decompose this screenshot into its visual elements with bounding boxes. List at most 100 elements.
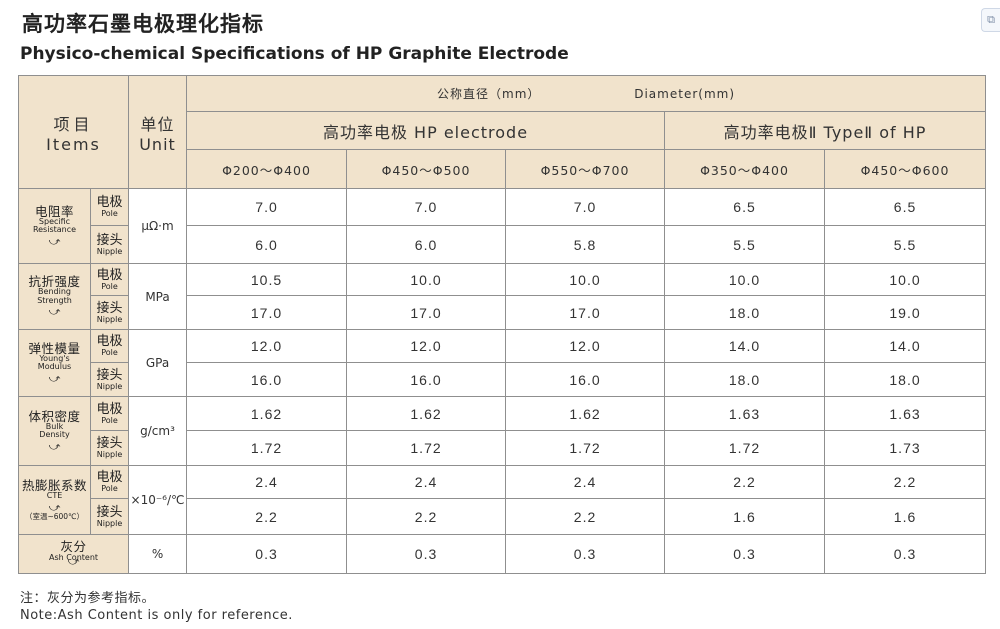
arrow-icon: ⤻ (67, 554, 80, 568)
arrow-icon: ⤻ (48, 500, 61, 514)
value-cell: 6.5 (824, 188, 987, 226)
table-row: 体积密度 Bulk Density ⤻ 电极 Pole g/cm³ 1.62 1.62 1.62 1… (18, 396, 987, 466)
value-cell: 5.5 (664, 225, 826, 264)
sub-label-nipple: 接头 Nipple (89, 498, 130, 535)
page-subtitle: Physico-chemical Specifications of HP Gr… (20, 44, 569, 64)
table-row: 热膨胀系数 CTE ⤻ （室温~600℃） 电极 Pole ×10⁻⁶/℃ 2.4 2.4 2.4… (18, 465, 987, 535)
value-cell: 0.3 (186, 534, 348, 574)
value-cell: 1.62 (505, 396, 666, 431)
value-cell: 2.2 (346, 498, 507, 535)
value-cell: 10.0 (824, 263, 987, 296)
value-cell: 2.4 (505, 465, 666, 499)
table-row: 接头 Nipple 6.0 6.0 5.8 5.5 5.5 (19, 225, 987, 264)
table-row: 接头 Nipple 2.2 2.2 2.2 1.6 1.6 (19, 498, 987, 535)
unit-header: 单位 Unit (128, 75, 188, 189)
value-cell: 2.4 (346, 465, 507, 499)
page-title: 高功率石墨电极理化指标 (22, 12, 264, 36)
size-col-4: Φ350～Φ400 (664, 149, 826, 189)
value-cell: 1.63 (824, 396, 987, 431)
value-cell: 10.0 (505, 263, 666, 296)
value-cell: 0.3 (664, 534, 826, 574)
value-cell: 18.0 (664, 362, 826, 397)
size-col-5: Φ450～Φ600 (824, 149, 987, 189)
sub-label-nipple: 接头 Nipple (89, 295, 130, 330)
value-cell: 1.6 (664, 498, 826, 535)
unit-cell: MPa (128, 263, 188, 330)
items-header: 项目 Items (17, 75, 130, 189)
property-label: 抗折强度 Bending Strength ⤻ (18, 263, 91, 330)
value-cell: 17.0 (186, 295, 348, 330)
table-row: 接头 Nipple 16.0 16.0 16.0 18.0 18.0 (19, 362, 987, 397)
value-cell: 0.3 (824, 534, 987, 574)
value-cell: 2.2 (505, 498, 666, 535)
size-col-1: Φ200～Φ400 (186, 149, 348, 189)
table-row: 抗折强度 Bending Strength ⤻ 电极 Pole MPa 10.5 10.0 10.… (18, 263, 987, 330)
sub-label-pole: 电极 Pole (89, 465, 130, 499)
value-cell: 18.0 (824, 362, 987, 397)
diameter-en: Diameter(mm) (634, 87, 735, 101)
value-cell: 0.3 (346, 534, 507, 574)
value-cell: 5.8 (505, 225, 666, 264)
property-label: 热膨胀系数 CTE ⤻ （室温~600℃） (18, 465, 91, 535)
size-col-3: Φ550～Φ700 (505, 149, 666, 189)
value-cell: 14.0 (664, 329, 826, 363)
sub-label-pole: 电极 Pole (89, 396, 130, 431)
unit-cell: % (128, 534, 188, 574)
value-cell: 16.0 (186, 362, 348, 397)
group-hp-electrode: 高功率电极 HP electrode (186, 111, 666, 150)
notes: 注：灰分为参考指标。 Note:Ash Content is only for … (20, 590, 293, 624)
table-row: 电阻率 Specific Resistance ⤻ 电极 Pole μΩ·m 7.0 7.0 7.… (18, 188, 987, 264)
value-cell: 2.2 (664, 465, 826, 499)
value-cell: 17.0 (505, 295, 666, 330)
value-cell: 7.0 (346, 188, 507, 226)
value-cell: 16.0 (505, 362, 666, 397)
sub-label-nipple: 接头 Nipple (89, 225, 130, 264)
note-en: Note:Ash Content is only for reference. (20, 608, 293, 623)
note-cn: 注：灰分为参考指标。 (20, 591, 156, 606)
value-cell: 1.72 (664, 430, 826, 466)
value-cell: 19.0 (824, 295, 987, 330)
property-label: 电阻率 Specific Resistance ⤻ (18, 188, 91, 264)
table-row: 弹性模量 Young's Modulus ⤻ 电极 Pole GPa 12.0 12.0 12.0… (18, 329, 987, 397)
value-cell: 12.0 (346, 329, 507, 363)
unit-cell: ×10⁻⁶/℃ (128, 465, 188, 535)
arrow-icon: ⤻ (48, 234, 61, 248)
value-cell: 14.0 (824, 329, 987, 363)
value-cell: 6.0 (186, 225, 348, 264)
unit-cell: g/cm³ (128, 396, 188, 466)
value-cell: 5.5 (824, 225, 987, 264)
value-cell: 2.4 (186, 465, 348, 499)
spec-table: 项目 Items 单位 Unit 公称直径（mm） Diameter(mm) 高… (17, 75, 987, 574)
value-cell: 17.0 (346, 295, 507, 330)
value-cell: 18.0 (664, 295, 826, 330)
value-cell: 7.0 (186, 188, 348, 226)
value-cell: 1.6 (824, 498, 987, 535)
value-cell: 16.0 (346, 362, 507, 397)
translate-icon[interactable]: ⧉ (981, 8, 1000, 32)
property-label-ash: 灰分 Ash Content ⤻ (17, 534, 130, 574)
table-row: 灰分 Ash Content ⤻% 0.3 0.3 0.3 0.3 0.3 (17, 534, 987, 574)
sub-label-pole: 电极 Pole (89, 188, 130, 226)
value-cell: 0.3 (505, 534, 666, 574)
value-cell: 2.2 (186, 498, 348, 535)
value-cell: 6.5 (664, 188, 826, 226)
unit-cell: μΩ·m (128, 188, 188, 264)
value-cell: 1.62 (346, 396, 507, 431)
value-cell: 1.73 (824, 430, 987, 466)
arrow-icon: ⤻ (48, 305, 61, 319)
table-row: 接头 Nipple 1.72 1.72 1.72 1.72 1.73 (19, 430, 987, 466)
value-cell: 10.5 (186, 263, 348, 296)
value-cell: 2.2 (824, 465, 987, 499)
value-cell: 1.72 (186, 430, 348, 466)
property-label: 弹性模量 Young's Modulus ⤻ (18, 329, 91, 397)
size-col-2: Φ450～Φ500 (346, 149, 507, 189)
diameter-cn: 公称直径（mm） (437, 87, 541, 101)
value-cell: 12.0 (186, 329, 348, 363)
value-cell: 1.72 (346, 430, 507, 466)
value-cell: 1.63 (664, 396, 826, 431)
value-cell: 6.0 (346, 225, 507, 264)
value-cell: 10.0 (664, 263, 826, 296)
property-label: 体积密度 Bulk Density ⤻ (18, 396, 91, 466)
sub-label-pole: 电极 Pole (89, 263, 130, 296)
value-cell: 1.72 (505, 430, 666, 466)
